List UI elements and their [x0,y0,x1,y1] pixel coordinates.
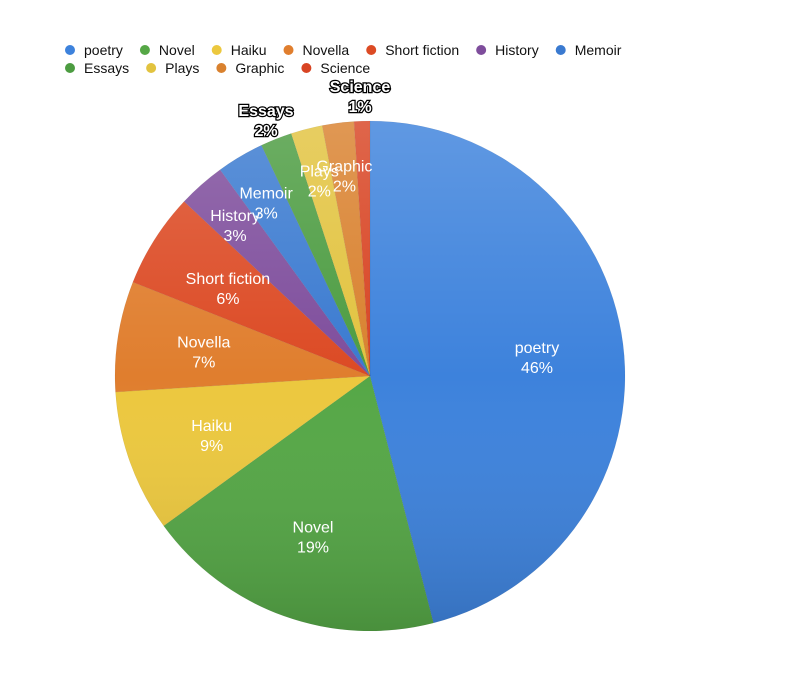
slice-label-short-fiction: Short fiction 6% [186,271,270,308]
legend-swatch [211,45,222,55]
slice-percent-label: 3% [255,205,278,222]
legend-swatch [301,63,312,73]
slice-category-label: Essays [238,103,293,120]
legend-label: Memoir [575,42,622,58]
slice-category-label: Plays [300,163,339,180]
legend-item-memoir: Memoir [555,42,622,58]
slice-percent-label: 46% [521,360,553,377]
legend-swatch [366,45,377,55]
slice-percent-label: 9% [200,438,223,455]
legend-swatch [65,63,75,73]
slice-label-memoir: Memoir 3% [239,185,293,222]
legend-swatch [216,63,227,73]
legend-label: Essays [84,60,129,76]
slice-category-label: History [210,208,260,225]
slice-percent-label: 19% [297,539,329,556]
slice-label-essays: Essays 2% [237,102,295,142]
legend-label: Science [320,60,370,76]
legend-item-plays: Plays [146,60,199,76]
legend-swatch [65,45,75,55]
legend-item-novella: Novella [283,42,350,58]
slice-label-plays: Plays 2% [300,163,339,200]
legend-item-short-fiction: Short fiction [366,42,459,58]
slice-percent-label: 3% [224,228,247,245]
slice-category-label: Haiku [191,418,232,435]
slice-category-label: poetry [515,340,559,357]
slice-label-haiku: Haiku 9% [191,418,232,455]
legend-item-haiku: Haiku [211,42,267,58]
legend-label: History [495,42,539,58]
legend-item-history: History [476,42,539,58]
legend-label: Haiku [231,42,267,58]
slice-percent-label: 2% [254,123,277,140]
legend-label: Novel [159,42,195,58]
legend-label: Short fiction [385,42,459,58]
legend: poetry Novel Haiku Novella Short fiction Hist… [65,42,622,76]
slice-percent-label: 1% [348,99,371,116]
slice-percent-label: 7% [192,355,215,372]
legend-swatch [476,45,487,55]
slice-label-novel: Novel 19% [293,519,334,556]
slice-category-label: Novel [293,519,334,536]
slice-category-label: Novella [177,335,230,352]
slice-category-label: Science [330,79,391,96]
legend-item-science: Science [301,60,370,76]
legend-item-poetry: poetry [65,42,123,58]
slice-percent-label: 6% [216,291,239,308]
slice-category-label: Memoir [239,185,293,202]
slice-label-history: History 3% [210,208,260,245]
legend-item-graphic: Graphic [216,60,284,76]
slice-percent-label: 2% [308,183,331,200]
slice-category-label: Graphic [316,159,372,176]
legend-swatch [146,63,157,73]
legend-item-essays: Essays [65,60,129,76]
slice-percent-label: 2% [333,179,356,196]
slice-label-novella: Novella 7% [177,335,230,372]
slice-category-label: Short fiction [186,271,270,288]
legend-item-novel: Novel [139,42,195,58]
legend-label: Novella [303,42,350,58]
legend-label: Graphic [235,60,284,76]
legend-swatch [139,45,150,55]
slice-label-poetry: poetry 46% [515,340,559,377]
legend-swatch [283,45,294,55]
legend-label: poetry [84,42,123,58]
slice-label-science: Science 1% [329,78,392,118]
legend-label: Plays [165,60,199,76]
slice-labels: poetry 46% Novel 19% Haiku 9% Novella 7% Short f… [177,78,559,557]
legend-swatch [555,45,566,55]
slice-label-graphic: Graphic 2% [316,159,372,196]
